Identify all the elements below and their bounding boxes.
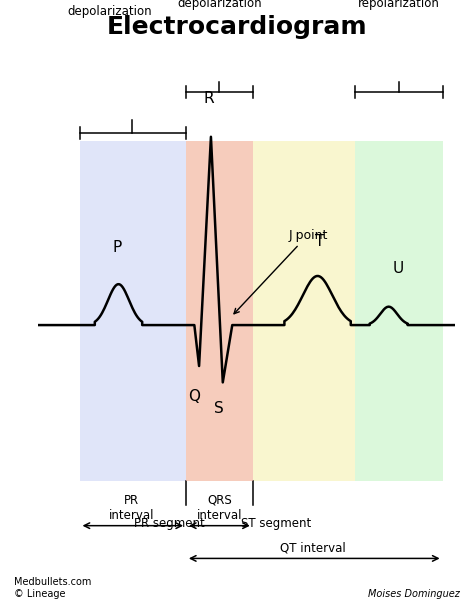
Text: PR
interval: PR interval [109,494,155,521]
Text: QRS
interval: QRS interval [197,494,242,521]
Text: ST segment: ST segment [240,518,311,530]
Bar [355,141,443,480]
Text: QT interval: QT interval [280,541,346,554]
Text: Atrial
depolarization: Atrial depolarization [67,0,152,18]
Text: Medbullets.com
© Lineage: Medbullets.com © Lineage [14,577,91,599]
Bar [186,141,253,480]
Text: Q: Q [188,388,201,403]
Bar [186,141,355,480]
Bar [80,141,186,480]
Text: P: P [112,240,122,255]
Text: Moises Dominguez: Moises Dominguez [368,589,460,599]
Text: S: S [215,401,224,416]
Text: Electrocardiogram: Electrocardiogram [107,15,367,39]
Text: Ventricular
repolarization: Ventricular repolarization [358,0,440,10]
Text: U: U [393,261,404,276]
Text: PR segment: PR segment [134,518,205,530]
Text: J point: J point [234,229,328,314]
Text: Ventricular
depolarization: Ventricular depolarization [177,0,262,10]
Text: T: T [315,234,324,249]
Text: R: R [204,91,214,106]
